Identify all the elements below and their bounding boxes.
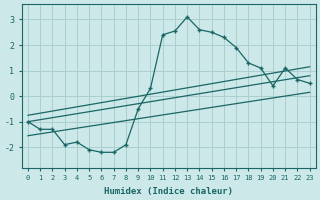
X-axis label: Humidex (Indice chaleur): Humidex (Indice chaleur) <box>104 187 233 196</box>
